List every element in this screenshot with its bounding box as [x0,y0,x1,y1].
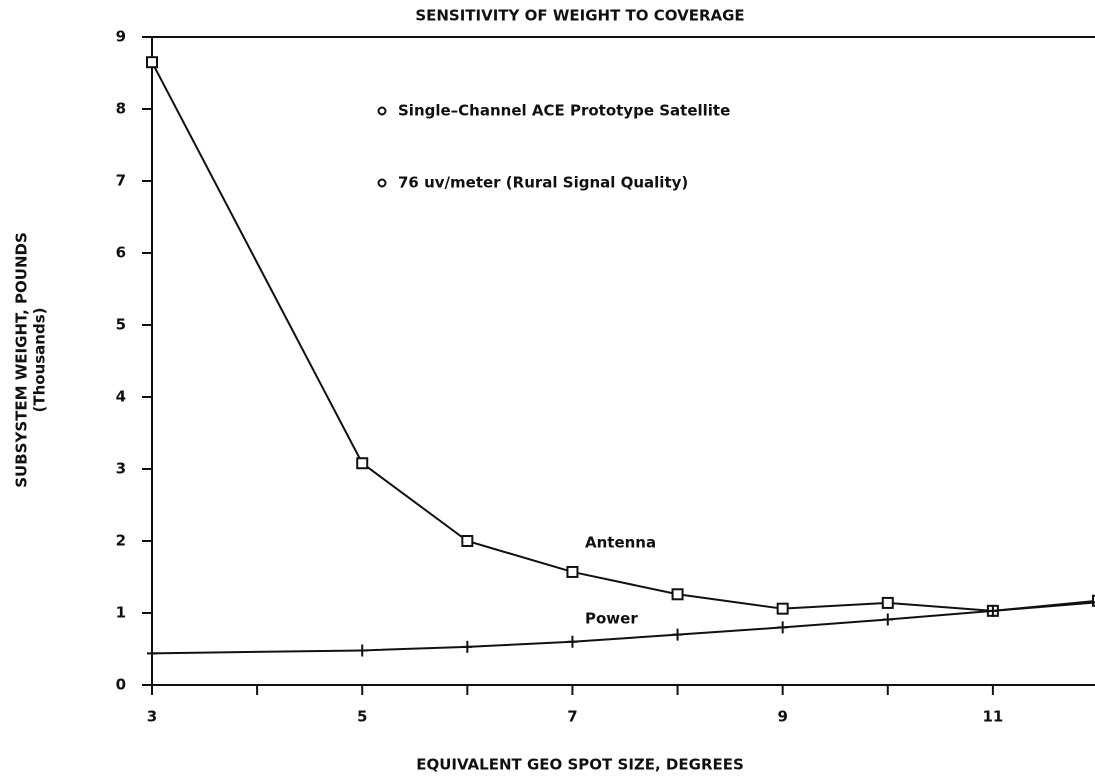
marker [671,588,684,601]
y-tick-label: 4 [116,388,126,406]
y-tick-label: 5 [116,316,126,334]
series-line [151,61,1095,612]
marker [1092,594,1095,607]
x-tick-label: 7 [567,708,577,726]
x-axis-label: EQUIVALENT GEO SPOT SIZE, DEGREES [416,756,744,774]
y-tick-label: 1 [116,604,126,622]
marker [357,644,368,657]
bullet [377,178,387,188]
marker [146,56,158,69]
y-tick-label: 6 [116,244,126,262]
x-tick-label: 9 [777,708,787,726]
annotation: 76 uv/meter (Rural Signal Quality) [398,174,688,192]
chart-title: SENSITIVITY OF WEIGHT TO COVERAGE [415,7,744,25]
y-tick-label: 2 [116,532,126,550]
marker [777,621,788,634]
x-tick-label: 11 [982,708,1003,726]
marker [881,596,894,609]
marker [882,613,893,626]
marker [566,565,579,578]
y-tick-label: 9 [116,28,126,46]
series-label: Power [585,610,638,628]
marker [567,635,578,648]
marker [462,640,473,653]
y-tick-label: 3 [116,460,126,478]
axis-frame [151,37,1095,686]
y-tick-label: 0 [116,676,126,694]
y-axis-label: SUBSYSTEM WEIGHT, POUNDS [13,232,31,488]
marker [461,535,474,547]
marker [987,604,998,617]
y-tick-label: 7 [116,172,126,190]
y-axis-label: (Thousands) [31,308,49,413]
series-label: Antenna [585,534,656,552]
x-tick-label: 5 [357,708,367,726]
marker [672,628,683,641]
annotation: Single–Channel ACE Prototype Satellite [398,102,730,120]
marker [776,602,789,615]
x-tick-label: 3 [147,708,157,726]
y-tick-label: 8 [116,100,126,118]
marker [356,457,369,470]
bullet [377,106,387,116]
marker [147,647,157,660]
